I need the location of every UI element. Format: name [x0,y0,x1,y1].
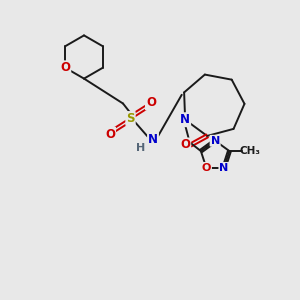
Text: H: H [136,143,145,153]
Text: O: O [105,128,115,141]
Text: CH₃: CH₃ [239,146,260,156]
Text: N: N [180,113,190,126]
Text: O: O [60,61,70,74]
Text: O: O [202,163,211,173]
Text: S: S [126,112,135,125]
Text: N: N [211,136,220,146]
Text: N: N [148,133,158,146]
Text: O: O [180,139,190,152]
Text: O: O [146,96,156,110]
Text: N: N [219,163,229,173]
